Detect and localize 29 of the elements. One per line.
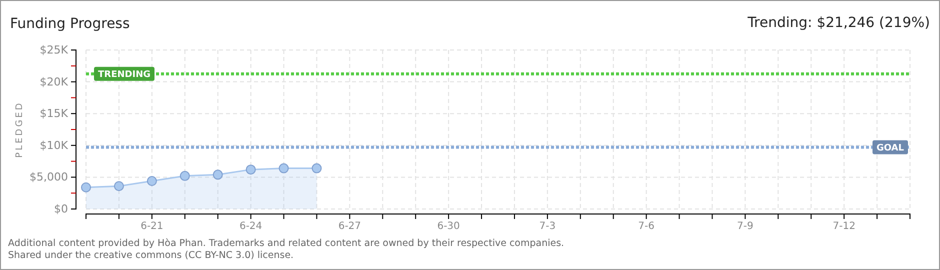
point (212, 170, 223, 180)
x-tick-label: 7-6 (638, 221, 654, 232)
x-tick-label: 6-24 (239, 221, 262, 232)
x-tick-label: 6-21 (140, 221, 164, 232)
x-tick-label: 7-3 (539, 221, 556, 232)
text: Additional content provided by Hòa Phan. Trademarks and related content are owned by their respective companies. (8, 238, 564, 249)
ref-line-label: TRENDING (98, 70, 150, 80)
text: Shared under the creative commons (CC BY-NC 3.0) license. (8, 250, 294, 261)
y-tick-label: $25K (40, 44, 69, 57)
x-tick-label: 7-12 (832, 221, 856, 232)
point (312, 163, 322, 174)
y-tick-label: $20K (40, 75, 69, 88)
y-tick-label: $0 (54, 202, 68, 216)
point (246, 164, 256, 175)
y-axis-title: PLEDGED (15, 101, 25, 158)
point (180, 170, 190, 181)
point (114, 181, 124, 192)
y-tick-label: $5,000 (30, 170, 68, 184)
x-tick-label: 6-30 (437, 221, 460, 232)
y-tick-label: $15K (40, 107, 69, 120)
point (81, 182, 91, 192)
chart-title: Funding Progress (10, 16, 130, 32)
ref-line-label: GOAL (876, 143, 904, 154)
x-tick-label: 7-9 (737, 221, 754, 232)
point (278, 163, 289, 174)
point (146, 176, 157, 186)
x-tick-label: 6-27 (338, 221, 362, 232)
chart-subtitle: Trending: $21,246 (219%) (746, 15, 930, 31)
y-tick-label: $10K (40, 138, 69, 152)
